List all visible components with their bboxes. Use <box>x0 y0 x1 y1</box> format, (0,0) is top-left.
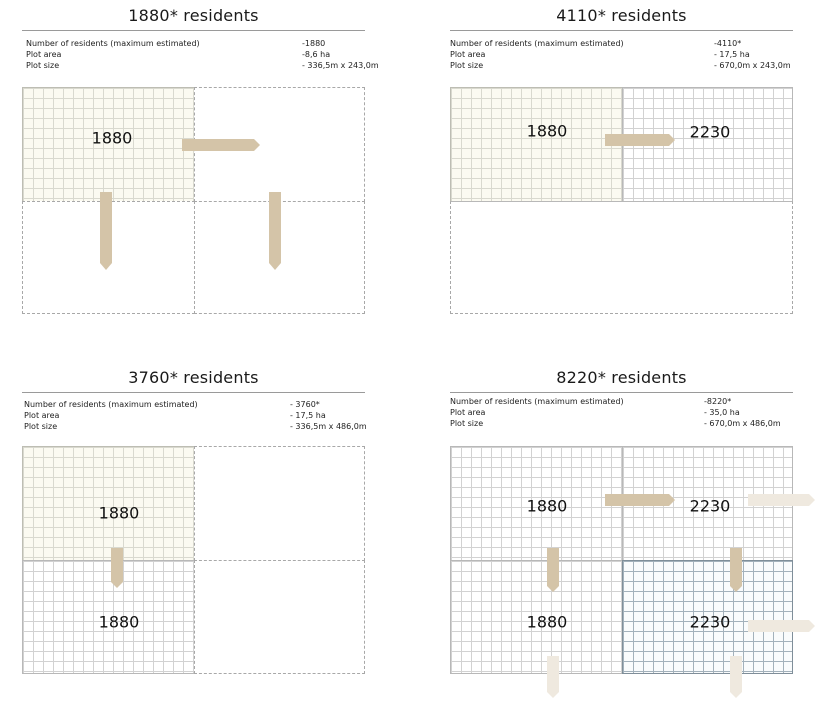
info-value-size: - 336,5m x 243,0m <box>302 61 379 70</box>
info-value-residents: -4110* <box>714 39 742 48</box>
info-value-area: - 17,5 ha <box>290 411 326 420</box>
title-rule <box>22 392 365 393</box>
info-block: Number of residents (maximum estimated) … <box>450 38 793 74</box>
plot-cell-filled <box>450 560 623 674</box>
info-block: Number of residents (maximum estimated) … <box>24 399 367 435</box>
arrow-down <box>111 548 123 588</box>
panel-title: 4110* residents <box>556 6 687 25</box>
arrow-down <box>269 192 281 270</box>
panel-1880: 1880* residents Number of residents (max… <box>22 0 379 320</box>
info-label-area: Plot area <box>24 411 60 420</box>
panel-8220: 8220* residents Number of residents (max… <box>450 362 818 702</box>
info-value-area: - 35,0 ha <box>704 408 740 417</box>
plot-cell-filled <box>22 560 195 674</box>
arrow-down-faded <box>547 656 559 698</box>
residents-number: 2230 <box>689 496 731 516</box>
arrow-down <box>100 192 112 270</box>
info-label-residents: Number of residents (maximum estimated) <box>26 39 200 48</box>
panel-title: 3760* residents <box>128 368 259 387</box>
residents-number: 1880 <box>526 496 568 516</box>
info-label-residents: Number of residents (maximum estimated) <box>24 400 198 409</box>
info-label-size: Plot size <box>24 422 58 431</box>
info-label-size: Plot size <box>26 61 60 70</box>
info-label-size: Plot size <box>450 61 484 70</box>
residents-number: 1880 <box>98 503 140 523</box>
panel-4110: 4110* residents Number of residents (max… <box>450 0 793 320</box>
info-label-size: Plot size <box>450 419 484 428</box>
info-block: Number of residents (maximum estimated) … <box>26 38 379 74</box>
plot-cell-empty <box>194 560 365 674</box>
info-value-area: -8,6 ha <box>302 50 331 59</box>
panel-3760: 3760* residents Number of residents (max… <box>22 362 367 682</box>
plot-cell-filled <box>622 87 793 202</box>
arrow-down-faded <box>730 656 742 698</box>
arrow-right <box>182 139 260 151</box>
arrow-down <box>547 548 559 592</box>
info-value-residents: -8220* <box>704 397 732 406</box>
residents-number: 1880 <box>91 128 133 148</box>
info-value-size: - 670,0m x 486,0m <box>704 419 781 428</box>
arrow-right-faded <box>748 494 815 506</box>
title-rule <box>450 30 793 31</box>
title-rule <box>450 392 793 393</box>
arrow-right <box>605 134 675 146</box>
info-value-residents: - 3760* <box>290 400 320 409</box>
info-value-size: - 336,5m x 486,0m <box>290 422 367 431</box>
residents-number: 2230 <box>689 612 731 632</box>
info-label-residents: Number of residents (maximum estimated) <box>450 39 624 48</box>
plot-cell-empty <box>194 446 365 561</box>
residents-number: 1880 <box>526 612 568 632</box>
plot-cell-filled <box>22 87 195 202</box>
residents-number: 1880 <box>526 121 568 141</box>
arrow-down <box>730 548 742 592</box>
residents-number: 2230 <box>689 122 731 142</box>
plot-cell-filled <box>450 87 623 202</box>
panel-title: 1880* residents <box>128 6 259 25</box>
panel-title: 8220* residents <box>556 368 687 387</box>
plot-cell-filled <box>622 560 793 674</box>
residents-number: 1880 <box>98 612 140 632</box>
info-label-area: Plot area <box>450 50 486 59</box>
arrow-right <box>605 494 675 506</box>
info-block: Number of residents (maximum estimated) … <box>450 396 793 432</box>
info-label-residents: Number of residents (maximum estimated) <box>450 397 624 406</box>
plot-cell-filled <box>22 446 195 561</box>
info-label-area: Plot area <box>450 408 486 417</box>
info-value-residents: -1880 <box>302 39 326 48</box>
info-value-area: - 17,5 ha <box>714 50 750 59</box>
arrow-right-faded <box>748 620 815 632</box>
info-value-size: - 670,0m x 243,0m <box>714 61 791 70</box>
info-label-area: Plot area <box>26 50 62 59</box>
plot-cell-empty <box>450 201 793 314</box>
title-rule <box>22 30 365 31</box>
plot-cell-filled <box>450 446 623 561</box>
